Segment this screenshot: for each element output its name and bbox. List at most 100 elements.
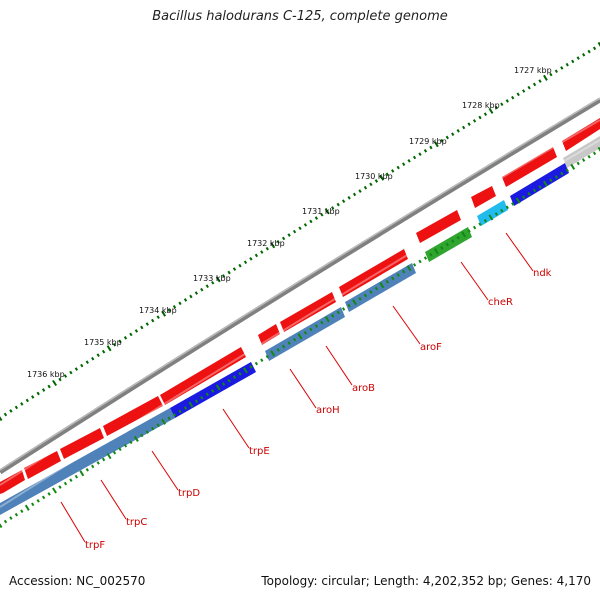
tick-mark xyxy=(96,461,100,465)
tick-mark xyxy=(145,322,149,326)
tick-mark xyxy=(232,267,237,271)
gene-label-aroB[interactable]: aroB xyxy=(352,383,375,394)
tick-mark xyxy=(456,128,460,133)
tick-mark xyxy=(440,138,444,143)
tick-mark xyxy=(151,318,155,323)
gene-label-ndk[interactable]: ndk xyxy=(533,268,552,279)
forward-strand-genes xyxy=(0,118,600,494)
tick-mark xyxy=(423,149,428,153)
scale-tick-ring xyxy=(0,41,600,422)
gene-label-aroH[interactable]: aroH xyxy=(316,405,340,416)
tick-mark xyxy=(156,423,160,427)
gene-label-trpC[interactable]: trpC xyxy=(126,517,147,528)
tick-mark xyxy=(407,159,411,163)
tick-mark xyxy=(129,332,133,337)
tick-mark xyxy=(352,192,357,197)
tick-mark xyxy=(396,273,400,277)
tick-mark xyxy=(156,315,160,319)
tick-mark xyxy=(101,457,106,462)
tick-mark xyxy=(96,353,100,358)
reverse-gene-grey[interactable] xyxy=(563,136,600,168)
tick-mark xyxy=(189,294,193,299)
genome-backbone-highlight xyxy=(0,97,600,471)
tick-mark xyxy=(336,310,340,315)
tick-mark xyxy=(52,379,58,387)
forward-gene[interactable] xyxy=(502,147,557,187)
forward-gene[interactable] xyxy=(471,186,496,208)
tick-mark xyxy=(429,252,433,257)
tick-mark xyxy=(265,246,269,251)
tick-mark xyxy=(69,478,73,482)
forward-gene[interactable] xyxy=(280,292,336,332)
tick-mark xyxy=(249,257,253,261)
tick-mark xyxy=(260,250,264,254)
tick-mark xyxy=(570,163,576,170)
tick-mark xyxy=(488,107,494,114)
tick-mark xyxy=(232,375,237,380)
tick-mark xyxy=(522,89,526,93)
tick-mark xyxy=(91,464,95,469)
tick-mark xyxy=(276,240,280,244)
tick-mark xyxy=(303,331,308,335)
tick-mark xyxy=(462,125,466,130)
tick-mark xyxy=(281,236,286,241)
tick-mark xyxy=(538,185,542,189)
tick-mark xyxy=(14,405,19,410)
tick-mark xyxy=(9,409,13,413)
tick-mark xyxy=(406,265,412,272)
forward-gene[interactable] xyxy=(0,470,25,494)
gene-label-trpD[interactable]: trpD xyxy=(178,488,200,499)
tick-mark xyxy=(597,41,600,48)
tick-mark xyxy=(324,208,330,215)
tick-mark xyxy=(112,450,117,455)
tick-mark xyxy=(418,152,422,156)
reverse-gene[interactable] xyxy=(510,163,569,206)
tick-mark xyxy=(36,499,40,503)
tick-mark xyxy=(254,361,259,366)
tick-mark xyxy=(63,374,68,378)
tick-mark xyxy=(106,452,112,460)
gene-label-cheR[interactable]: cheR xyxy=(488,297,513,308)
tick-mark xyxy=(543,180,548,187)
tick-mark xyxy=(63,481,68,486)
forward-gene[interactable] xyxy=(24,451,61,479)
tick-mark xyxy=(41,495,46,500)
inner-tick-ring xyxy=(0,146,600,529)
tick-mark xyxy=(433,141,439,148)
tick-mark xyxy=(167,308,171,313)
kbp-label-1734: 1734 kbp xyxy=(139,306,177,315)
tick-mark xyxy=(597,146,600,152)
tick-mark xyxy=(358,189,362,193)
tick-mark xyxy=(188,401,194,408)
tick-mark xyxy=(129,440,133,445)
tick-mark xyxy=(369,182,373,187)
tick-mark xyxy=(440,246,444,250)
tick-mark xyxy=(347,195,351,200)
tick-mark xyxy=(521,195,526,199)
tick-mark xyxy=(472,119,477,123)
tick-mark xyxy=(36,391,40,396)
tick-mark xyxy=(221,382,226,386)
reverse-gene[interactable] xyxy=(0,408,175,515)
tick-mark xyxy=(418,259,422,264)
tick-mark xyxy=(385,279,389,284)
forward-gene[interactable] xyxy=(562,118,600,151)
forward-gene[interactable] xyxy=(416,210,461,243)
tick-mark xyxy=(292,337,297,342)
tick-mark xyxy=(14,512,19,517)
tick-mark xyxy=(456,235,460,240)
gene-label-aroF[interactable]: aroF xyxy=(420,342,442,353)
tick-mark xyxy=(565,62,569,67)
tick-mark xyxy=(47,492,51,496)
forward-gene[interactable] xyxy=(339,249,408,297)
gene-label-trpF[interactable]: trpF xyxy=(85,540,105,551)
tick-mark xyxy=(249,365,253,369)
gene-label-trpE[interactable]: trpE xyxy=(249,446,270,457)
forward-gene[interactable] xyxy=(103,396,163,436)
tick-mark xyxy=(511,95,515,100)
tick-mark xyxy=(227,270,231,275)
forward-gene[interactable] xyxy=(258,324,280,345)
forward-gene[interactable] xyxy=(60,428,104,459)
tick-mark xyxy=(358,296,362,301)
forward-gene[interactable] xyxy=(160,347,246,405)
